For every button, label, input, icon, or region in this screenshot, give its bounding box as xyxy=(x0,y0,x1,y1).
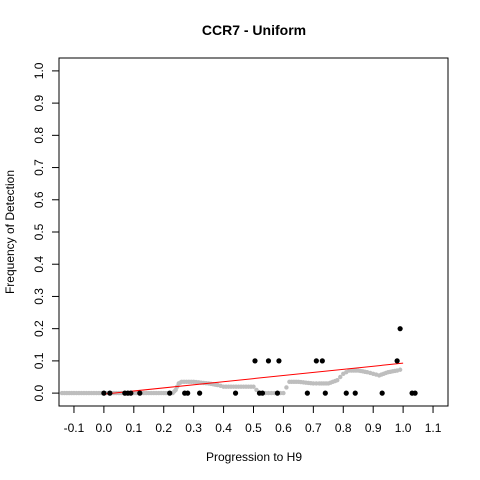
x-tick-label: 0.3 xyxy=(185,421,202,435)
data-point xyxy=(322,390,328,396)
y-tick-label: 0.7 xyxy=(32,159,46,176)
smooth-point xyxy=(254,387,259,393)
y-tick-label: 1.0 xyxy=(32,62,46,79)
data-point xyxy=(252,358,258,364)
data-point xyxy=(232,390,239,396)
data-point xyxy=(185,390,191,396)
x-axis: -0.1 0.0 0.1 0.2 0.3 0.4 0.5 0.6 0.7 0.8 0.9 1.0 1.1 xyxy=(64,406,442,435)
smooth-point xyxy=(281,390,286,396)
data-point xyxy=(319,358,325,364)
data-point xyxy=(274,390,281,396)
y-axis-label: Frequency of Detection xyxy=(3,170,17,294)
trend-line xyxy=(103,362,404,395)
y-tick-label: 0.0 xyxy=(32,384,46,401)
smooth-point xyxy=(335,378,340,383)
x-tick-label: -0.1 xyxy=(64,421,85,435)
x-tick-label: 0.9 xyxy=(365,421,382,435)
data-point xyxy=(397,326,403,332)
data-point xyxy=(394,358,400,364)
y-axis: 0.0 0.1 0.2 0.3 0.4 0.5 0.6 0.7 0.8 0.9 1.0 xyxy=(32,62,59,401)
x-tick-label: 0.1 xyxy=(125,421,142,435)
data-point xyxy=(313,358,319,364)
x-axis-label: Progression to H9 xyxy=(206,450,302,464)
y-tick-label: 0.9 xyxy=(32,94,46,111)
y-tick-label: 0.5 xyxy=(32,223,46,240)
x-tick-label: 1.1 xyxy=(425,421,442,435)
smooth-point xyxy=(284,385,289,390)
data-point xyxy=(379,390,385,396)
y-tick-label: 0.8 xyxy=(32,127,46,144)
x-tick-label: 0.0 xyxy=(96,421,113,435)
y-tick-label: 0.3 xyxy=(32,288,46,305)
y-tick-label: 0.4 xyxy=(32,256,46,273)
x-tick-label: 0.6 xyxy=(275,421,292,435)
x-tick-label: 1.0 xyxy=(395,421,412,435)
data-point xyxy=(167,390,173,396)
x-tick-label: 0.7 xyxy=(305,421,322,435)
smooth-point xyxy=(397,367,403,372)
y-tick-label: 0.1 xyxy=(32,352,46,369)
data-point xyxy=(276,358,282,364)
x-tick-label: 0.4 xyxy=(215,421,232,435)
chart-title: CCR7 - Uniform xyxy=(202,22,306,38)
y-tick-label: 0.2 xyxy=(32,320,46,337)
x-tick-label: 0.8 xyxy=(335,421,352,435)
data-point xyxy=(259,390,266,396)
data-point xyxy=(137,390,143,396)
data-point xyxy=(197,390,203,396)
data-point xyxy=(101,390,107,396)
data-point xyxy=(412,390,418,396)
data-point xyxy=(343,390,349,396)
x-tick-label: 0.2 xyxy=(155,421,172,435)
smooth-point xyxy=(251,384,256,389)
data-point xyxy=(107,390,113,396)
data-point xyxy=(265,358,272,364)
plot-layer xyxy=(59,326,418,396)
y-tick-label: 0.6 xyxy=(32,191,46,208)
data-point xyxy=(352,390,358,396)
data-point xyxy=(128,390,134,396)
x-tick-label: 0.5 xyxy=(245,421,262,435)
data-point xyxy=(304,390,310,396)
smooth-point xyxy=(338,374,343,380)
